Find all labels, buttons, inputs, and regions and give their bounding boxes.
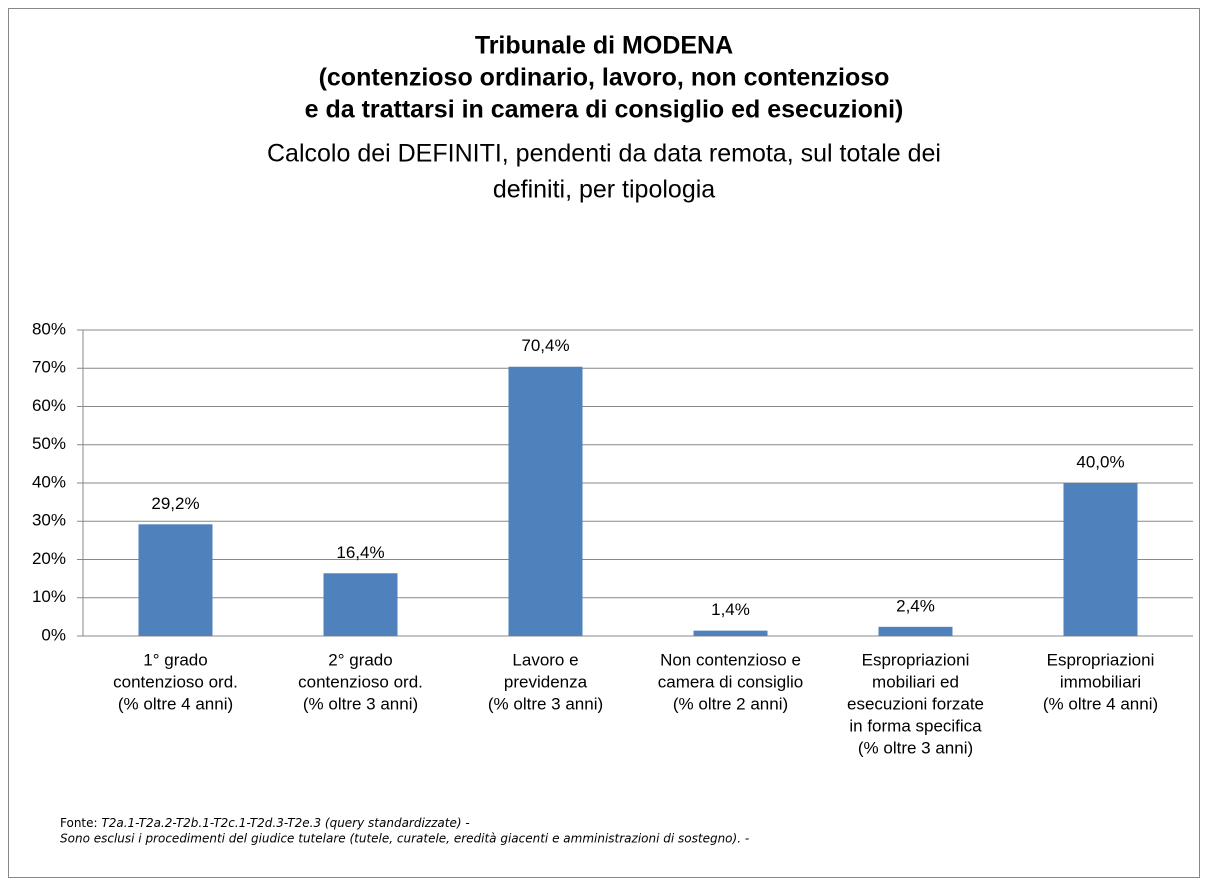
data-label: 1,4%	[711, 600, 750, 619]
bar	[138, 524, 213, 636]
data-label: 70,4%	[521, 336, 569, 355]
chart-title: e da trattarsi in camera di consiglio ed…	[305, 96, 904, 124]
x-tick-label: mobiliari ed	[872, 672, 959, 691]
bar	[693, 630, 768, 636]
chart-subtitle: definiti, per tipologia	[493, 176, 715, 204]
y-tick-label: 40%	[32, 472, 66, 491]
source-label: Fonte:	[60, 816, 98, 830]
source-text: T2a.1-T2a.2-T2b.1-T2c.1-T2d.3-T2e.3 (que…	[101, 816, 469, 830]
x-tick-label: 2° grado	[328, 650, 392, 669]
x-tick-label: (% oltre 3 anni)	[858, 738, 973, 757]
y-tick-label: 0%	[41, 625, 66, 644]
x-tick-label: contenzioso ord.	[113, 672, 238, 691]
x-tick-label: Espropriazioni	[1047, 650, 1155, 669]
x-tick-label: Non contenzioso e	[660, 650, 801, 669]
x-tick-label: previdenza	[504, 672, 588, 691]
x-tick-label: (% oltre 3 anni)	[488, 694, 603, 713]
y-tick-label: 60%	[32, 396, 66, 415]
bar	[323, 573, 398, 636]
y-tick-label: 10%	[32, 587, 66, 606]
chart-subtitle: Calcolo dei DEFINITI, pendenti da data r…	[267, 140, 941, 168]
x-tick-label: Espropriazioni	[862, 650, 970, 669]
data-label: 29,2%	[151, 494, 199, 513]
x-tick-label: camera di consiglio	[658, 672, 804, 691]
y-tick-label: 30%	[32, 511, 66, 530]
data-label: 2,4%	[896, 596, 935, 615]
note: Sono esclusi i procedimenti del giudice …	[60, 832, 749, 846]
bar	[508, 366, 583, 636]
x-tick-label: Lavoro e	[512, 650, 578, 669]
x-tick-label: (% oltre 3 anni)	[303, 694, 418, 713]
bar	[1063, 483, 1138, 636]
x-tick-label: (% oltre 4 anni)	[1043, 694, 1158, 713]
data-label: 40,0%	[1076, 452, 1124, 471]
x-tick-label: in forma specifica	[849, 716, 982, 735]
source: Fonte: T2a.1-T2a.2-T2b.1-T2c.1-T2d.3-T2e…	[60, 816, 470, 830]
x-tick-label: esecuzioni forzate	[847, 694, 984, 713]
y-tick-label: 50%	[32, 434, 66, 453]
x-tick-label: 1° grado	[143, 650, 207, 669]
chart-title: Tribunale di MODENA	[475, 32, 733, 60]
chart-title: (contenzioso ordinario, lavoro, non cont…	[319, 64, 890, 92]
x-tick-label: (% oltre 2 anni)	[673, 694, 788, 713]
x-tick-label: (% oltre 4 anni)	[118, 694, 233, 713]
x-tick-label: contenzioso ord.	[298, 672, 423, 691]
bar	[878, 626, 953, 636]
chart-frame	[8, 8, 1200, 878]
y-tick-label: 70%	[32, 358, 66, 377]
data-label: 16,4%	[336, 543, 384, 562]
x-tick-label: immobiliari	[1060, 672, 1141, 691]
y-tick-label: 20%	[32, 549, 66, 568]
y-tick-label: 80%	[32, 319, 66, 338]
